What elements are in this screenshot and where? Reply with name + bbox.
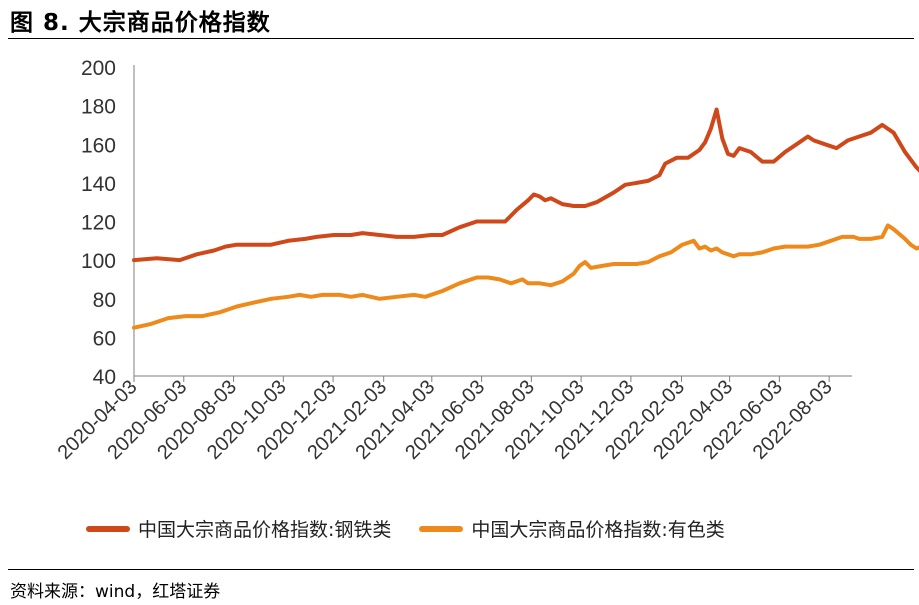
title-divider [8,38,914,39]
y-tick-label: 60 [93,327,116,350]
series-layer [132,107,919,330]
series-line-steel [132,107,919,263]
y-tick-label: 40 [93,366,116,389]
y-tick-label: 80 [93,289,116,312]
y-tick-label: 140 [81,173,116,196]
line-chart: 40 60 80 100 120 140 160 180 200 2020-04-032020-… [54,57,919,464]
y-tick-label: 160 [81,134,116,157]
series-line-nonferrous [132,223,919,330]
legend-item-nonferrous[interactable]: 中国大宗商品价格指数:有色类 [419,515,725,542]
legend-swatch-nonferrous [419,525,464,532]
legend-label-steel: 中国大宗商品价格指数:钢铁类 [138,519,392,541]
source-note: 资料来源：wind，红塔证券 [10,582,221,602]
y-tick-label: 100 [81,250,116,273]
y-tick-label: 200 [81,57,116,80]
legend-item-steel[interactable]: 中国大宗商品价格指数:钢铁类 [86,515,391,542]
y-tick-label: 180 [81,96,116,119]
y-tick-label: 120 [81,212,116,235]
legend-swatch-steel [86,525,130,532]
x-axis: 2020-04-032020-06-032020-08-032020-10-03… [54,375,852,464]
chart-legend: 中国大宗商品价格指数:钢铁类 中国大宗商品价格指数:有色类 [86,515,725,542]
legend-label-nonferrous: 中国大宗商品价格指数:有色类 [471,519,725,541]
figure-title: 图 8. 大宗商品价格指数 [10,10,271,36]
footer-divider [8,569,914,570]
y-axis: 40 60 80 100 120 140 160 180 200 [81,57,135,389]
